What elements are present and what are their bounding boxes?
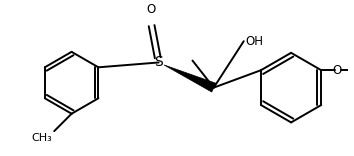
Text: S: S [154, 56, 163, 69]
Text: OH: OH [246, 35, 264, 48]
Text: O: O [332, 64, 341, 77]
Text: O: O [146, 3, 155, 16]
Polygon shape [164, 65, 216, 92]
Text: CH₃: CH₃ [32, 133, 52, 143]
